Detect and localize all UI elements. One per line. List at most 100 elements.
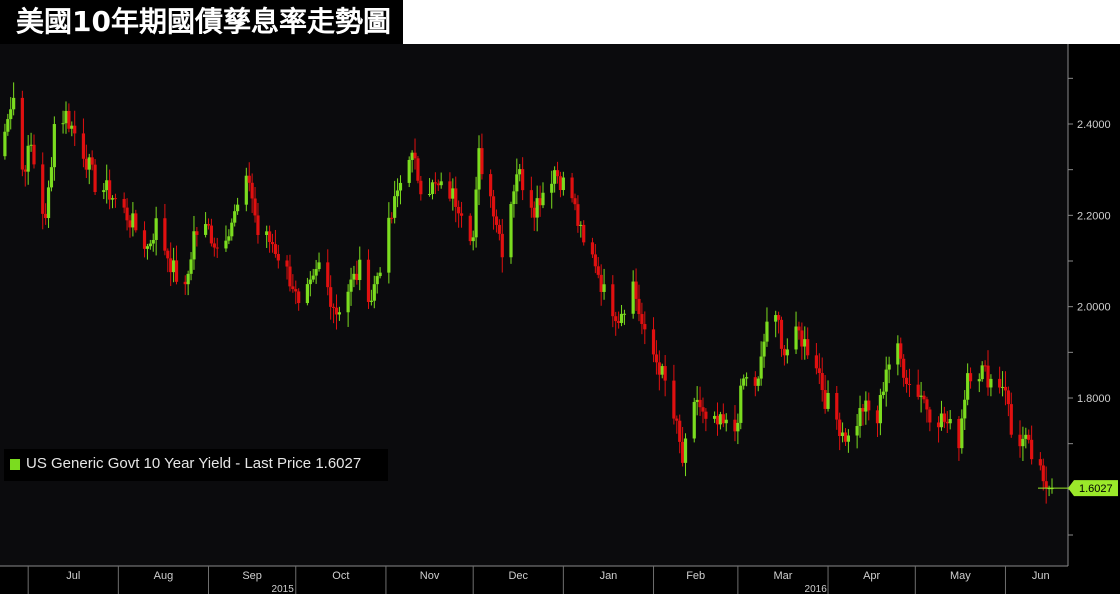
legend-swatch (10, 459, 20, 470)
candle (454, 176, 458, 223)
candle (907, 368, 912, 397)
candle (701, 397, 705, 424)
x-month-label: Aug (154, 570, 174, 582)
candle (105, 164, 109, 204)
candle (713, 411, 717, 423)
candle (375, 272, 379, 294)
candle (372, 275, 376, 309)
candle (718, 411, 723, 430)
candle (395, 178, 400, 208)
candle (195, 227, 199, 247)
candle (843, 428, 848, 446)
candle (81, 118, 86, 168)
candle (858, 395, 862, 438)
candle (436, 179, 440, 191)
candle (73, 110, 77, 147)
candle (151, 233, 155, 252)
candle (948, 410, 952, 430)
candle (497, 219, 501, 241)
candle (291, 274, 295, 293)
candle (675, 415, 679, 434)
candle (459, 201, 464, 228)
candle (637, 284, 641, 322)
candle (87, 153, 91, 185)
candle (881, 382, 885, 399)
x-month-label: Oct (332, 570, 349, 582)
candle (902, 354, 906, 387)
y-tick-label: 1.8000 (1077, 393, 1111, 405)
candlestick-chart: 2.4000 2.2000 2.0000 1.8000 Jul Aug Sep Oct Nov… (0, 44, 1118, 594)
candle (52, 116, 56, 181)
x-month-label: Sep (242, 570, 262, 582)
candle (573, 193, 577, 211)
candle (235, 197, 240, 215)
candle (904, 369, 909, 393)
candle (739, 378, 743, 430)
candle (227, 229, 231, 245)
candle (294, 280, 298, 305)
candle (570, 172, 574, 203)
candle (29, 132, 33, 152)
candle (724, 413, 728, 432)
candle (61, 110, 65, 134)
candle (305, 277, 310, 306)
candle (576, 195, 580, 233)
candle (756, 376, 760, 392)
candle (1038, 452, 1042, 471)
candle (41, 152, 45, 230)
candle (1021, 426, 1025, 462)
candle (785, 338, 789, 364)
chart-title: 美國10年期國債孳息率走勢圖 (0, 0, 403, 44)
candle (715, 402, 720, 436)
candle (925, 396, 929, 423)
candle (977, 373, 981, 393)
candle (599, 264, 603, 306)
candle (509, 201, 513, 264)
candle (936, 416, 941, 443)
candle (878, 388, 882, 436)
y-tick-label: 2.4000 (1077, 119, 1111, 131)
x-month-label: Feb (686, 570, 705, 582)
candle (695, 386, 699, 416)
candle (215, 237, 219, 258)
candle (867, 392, 871, 421)
last-price-label: 1.6027 (1079, 483, 1113, 495)
candle (317, 252, 321, 272)
candle (535, 185, 539, 232)
candle (186, 270, 190, 296)
candle (983, 360, 987, 372)
candle (308, 271, 312, 297)
candle (26, 135, 30, 185)
candle (989, 374, 993, 397)
candle (209, 218, 214, 247)
candle (875, 405, 880, 438)
candle (1027, 429, 1031, 444)
plot-area (0, 44, 1068, 566)
x-month-label: Jan (600, 570, 618, 582)
candle (102, 183, 106, 200)
candle (244, 167, 248, 212)
candle (212, 237, 216, 257)
candle (823, 375, 827, 414)
candle (337, 306, 341, 321)
candle (672, 364, 676, 425)
candle (779, 316, 784, 357)
candle (90, 150, 94, 171)
candle (169, 242, 173, 287)
candle (582, 220, 586, 246)
candle (622, 309, 627, 325)
candle (366, 249, 371, 309)
candle (346, 284, 350, 327)
candle (430, 179, 435, 200)
candle (224, 225, 228, 252)
candle (419, 175, 423, 201)
candle (20, 90, 24, 177)
x-month-label: Dec (508, 570, 528, 582)
candle (919, 381, 923, 413)
candle (986, 350, 990, 396)
candle (204, 212, 208, 238)
candle (1009, 392, 1013, 438)
candle (611, 275, 615, 328)
candle (942, 406, 946, 429)
candle (820, 357, 824, 402)
